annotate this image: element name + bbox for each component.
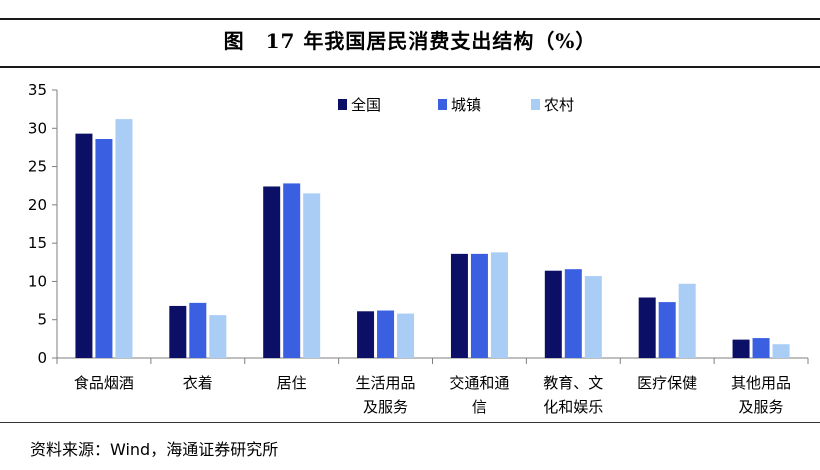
bar (450, 253, 468, 358)
x-category-label: 其他用品 (731, 374, 791, 392)
y-tick-label: 30 (28, 119, 47, 137)
bar (732, 339, 750, 358)
footer-rule (0, 422, 820, 423)
bar (377, 310, 395, 358)
bar (544, 270, 562, 358)
y-tick-label: 20 (28, 196, 47, 214)
bar (115, 119, 133, 358)
y-tick-label: 35 (28, 81, 47, 99)
bar (189, 302, 207, 358)
y-tick-label: 15 (28, 234, 47, 252)
bar (209, 315, 227, 358)
bar (303, 193, 321, 358)
bar (752, 338, 770, 358)
source-note: 资料来源：Wind，海通证券研究所 (30, 440, 279, 459)
y-tick-label: 5 (37, 311, 47, 329)
bar (283, 183, 301, 358)
bar (470, 253, 488, 358)
x-category-label: 衣着 (183, 374, 213, 392)
y-tick-label: 10 (28, 272, 47, 290)
y-tick-label: 0 (37, 349, 47, 367)
title-bottom-rule (0, 66, 820, 68)
y-tick-label: 25 (28, 158, 47, 176)
bar (584, 276, 602, 358)
bar (490, 252, 508, 358)
bar (263, 186, 281, 358)
legend-label: 城镇 (451, 96, 481, 114)
x-category-label: 居住 (277, 374, 307, 392)
bar (357, 311, 375, 358)
legend-swatch (531, 99, 540, 110)
x-category-label: 及服务 (739, 398, 784, 416)
x-category-label: 交通和通 (449, 374, 509, 392)
legend-swatch (438, 99, 447, 110)
bar (397, 313, 415, 358)
legend-swatch (338, 99, 347, 110)
title-top-rule (0, 18, 820, 20)
legend-label: 农村 (544, 96, 574, 114)
bar (678, 283, 696, 358)
bar (658, 302, 676, 358)
bar (638, 297, 656, 358)
x-category-label: 化和娱乐 (543, 398, 603, 416)
bar (169, 305, 187, 358)
x-category-label: 及服务 (363, 398, 408, 416)
x-category-label: 生活用品 (356, 374, 416, 392)
x-category-label: 医疗保健 (637, 374, 697, 392)
legend-label: 全国 (351, 96, 381, 114)
x-category-label: 教育、文 (543, 374, 603, 392)
bar (772, 344, 790, 358)
bar (95, 139, 113, 358)
x-category-label: 信 (472, 398, 487, 416)
bar (564, 269, 582, 358)
bar (75, 133, 93, 358)
title-area: 图 17 年我国居民消费支出结构（%） (0, 0, 820, 68)
chart-title: 图 17 年我国居民消费支出结构（%） (223, 29, 597, 53)
x-category-label: 食品烟酒 (74, 374, 134, 392)
